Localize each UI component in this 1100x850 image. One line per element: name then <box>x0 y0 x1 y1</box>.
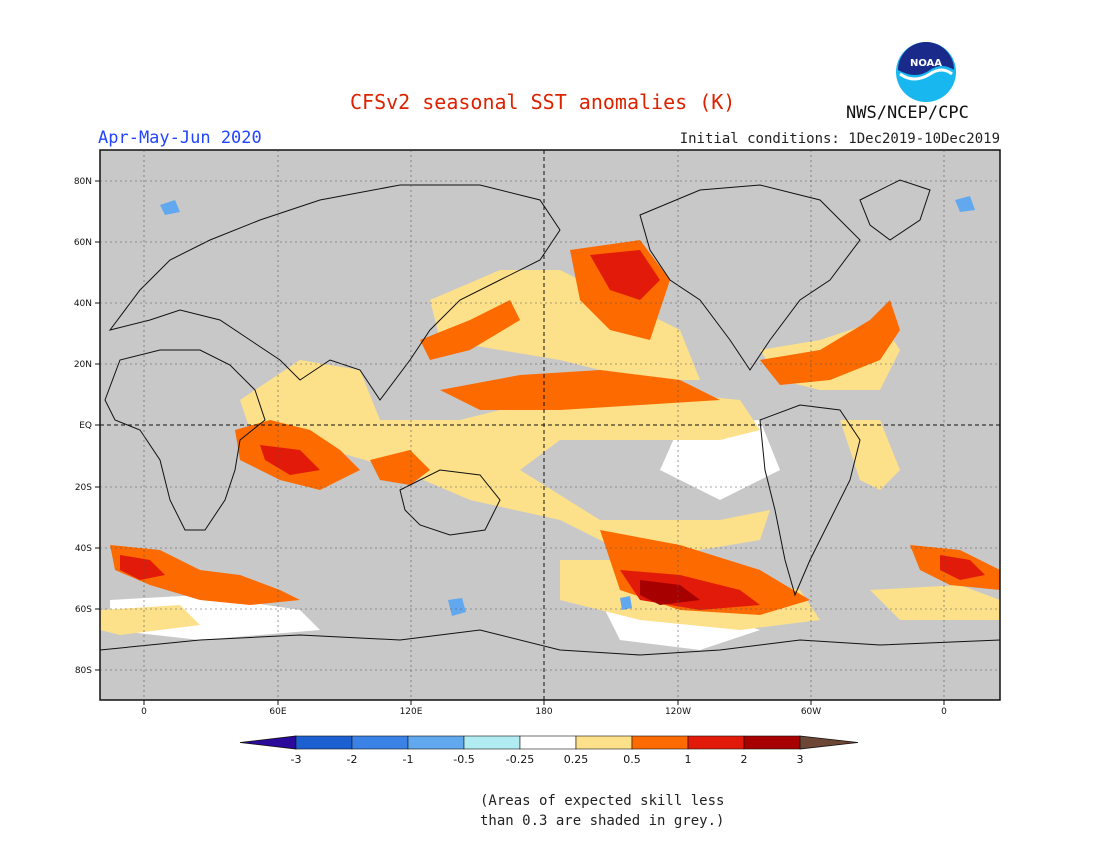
lat-label: 20S <box>75 483 92 493</box>
colorbar-max-arrow <box>799 735 859 750</box>
longitude-axis: 0 60E 120E 180 120W 60W 0 <box>141 150 947 717</box>
north-america-outline <box>639 184 861 371</box>
skill-note-line1: (Areas of expected skill less <box>480 793 725 809</box>
lat-label: 40S <box>75 544 92 554</box>
australia-outline <box>399 469 501 536</box>
anomaly-orange-region <box>440 370 720 410</box>
anomaly-lightblue-region <box>448 598 466 616</box>
anomaly-red-region <box>590 250 660 300</box>
anomaly-red-region <box>120 555 165 580</box>
anomaly-orange-region <box>370 450 430 485</box>
continent-outlines <box>99 179 1001 656</box>
chart-title: CFSv2 seasonal SST anomalies (K) <box>350 90 736 114</box>
anomaly-red-region <box>940 555 985 580</box>
colorbar-label: -1 <box>403 753 414 766</box>
lat-label: 40N <box>74 299 92 309</box>
season-label: Apr-May-Jun 2020 <box>98 128 262 148</box>
colorbar-label: -0.5 <box>453 753 474 766</box>
lon-label: 0 <box>941 707 947 717</box>
anomaly-yellow-region <box>870 585 1000 620</box>
colorbar-box <box>631 735 689 750</box>
agency-label: NWS/NCEP/CPC <box>846 103 969 123</box>
sst-anomaly-map: 80N 60N 40N 20N EQ 20S 40S 60S 80S 0 60E 120E 180 12… <box>74 149 1001 717</box>
noaa-logo: NOAA <box>896 42 956 102</box>
colorbar-label: 0.5 <box>623 753 641 766</box>
anomaly-lightblue-region <box>955 196 975 212</box>
lat-label: EQ <box>79 421 92 431</box>
anomaly-orange-region <box>420 300 520 360</box>
anomaly-yellow-region <box>240 360 770 560</box>
colorbar-box <box>295 735 353 750</box>
lat-label: 80S <box>75 666 92 676</box>
antarctica-outline <box>99 629 1001 656</box>
anomaly-orange-region <box>110 545 300 605</box>
anomaly-lightblue-region <box>620 596 632 610</box>
colorbar-box <box>463 735 521 750</box>
anomaly-red-region <box>260 445 320 475</box>
colorbar-box <box>519 735 577 750</box>
logo-text: NOAA <box>910 58 942 69</box>
colorbar: -3 -2 -1 -0.5 -0.25 0.25 0.5 1 2 3 <box>239 735 859 766</box>
colorbar-boxes <box>239 735 859 750</box>
anomaly-darkred-region <box>640 580 700 605</box>
lon-label: 120E <box>400 707 423 717</box>
anomaly-yellow-region <box>100 605 200 635</box>
colorbar-label: 3 <box>797 753 804 766</box>
colorbar-label: 1 <box>685 753 692 766</box>
lon-label: 180 <box>535 707 552 717</box>
colorbar-labels: -3 -2 -1 -0.5 -0.25 0.25 0.5 1 2 3 <box>291 753 804 766</box>
initial-conditions-label: Initial conditions: 1Dec2019-10Dec2019 <box>679 131 1000 147</box>
africa-outline <box>104 349 266 531</box>
lat-label: 60S <box>75 605 92 615</box>
anomaly-yellow-region <box>840 420 900 490</box>
lat-label: 60N <box>74 238 92 248</box>
skill-note: (Areas of expected skill less than 0.3 a… <box>480 791 724 831</box>
colorbar-label: 0.25 <box>564 753 589 766</box>
colorbar-box <box>575 735 633 750</box>
colorbar-box <box>407 735 465 750</box>
colorbar-box <box>743 735 801 750</box>
colorbar-label: -3 <box>291 753 302 766</box>
south-america-outline <box>759 404 861 597</box>
anomaly-yellow-region <box>430 270 700 380</box>
colorbar-box <box>687 735 745 750</box>
eurasia-outline <box>108 184 561 401</box>
colorbar-label: -0.25 <box>506 753 534 766</box>
lon-label: 0 <box>141 707 147 717</box>
colorbar-box <box>351 735 409 750</box>
lat-label: 20N <box>74 360 92 370</box>
greenland-outline <box>859 179 931 241</box>
anomaly-lightblue-region <box>160 200 180 215</box>
latitude-axis: 80N 60N 40N 20N EQ 20S 40S 60S 80S <box>74 177 1000 676</box>
lon-label: 60W <box>801 707 821 717</box>
colorbar-label: -2 <box>347 753 358 766</box>
lon-label: 60E <box>269 707 286 717</box>
skill-note-line2: than 0.3 are shaded in grey.) <box>480 813 725 829</box>
anomaly-layer <box>100 196 1000 650</box>
colorbar-label: 2 <box>741 753 748 766</box>
colorbar-min-arrow <box>239 735 297 750</box>
lon-label: 120W <box>665 707 691 717</box>
lat-label: 80N <box>74 177 92 187</box>
